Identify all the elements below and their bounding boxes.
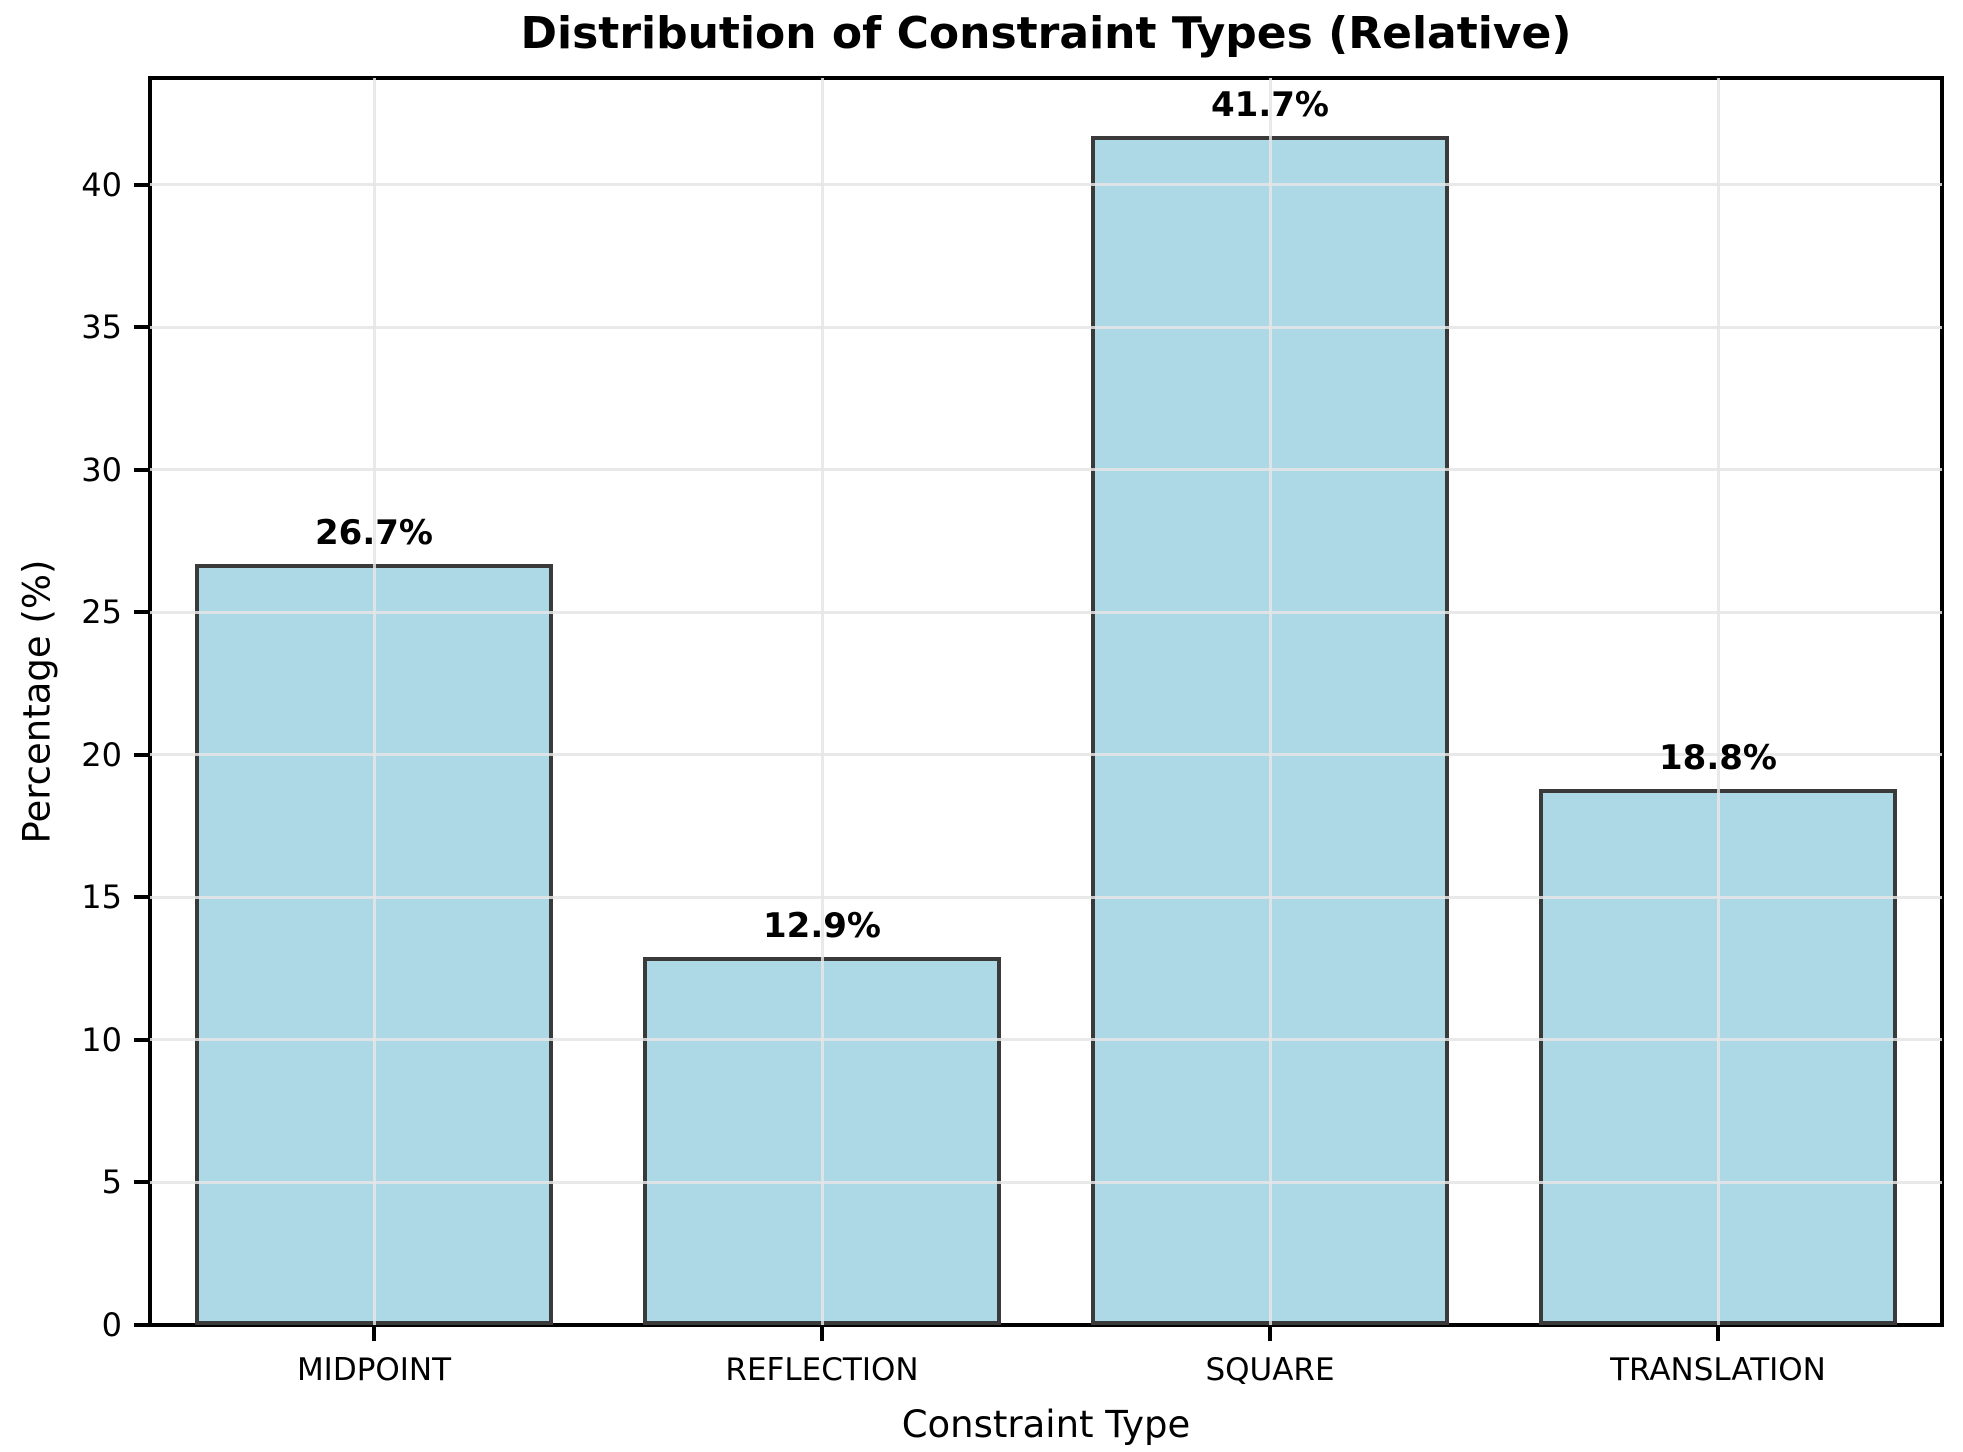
y-tick-mark-15	[134, 895, 148, 900]
x-tick-mark-translation	[1716, 1327, 1720, 1341]
y-tick-label-40: 40	[81, 165, 122, 204]
x-tick-mark-square	[1268, 1327, 1272, 1341]
y-tick-label-35: 35	[81, 308, 122, 347]
x-tick-label-reflection: REFLECTION	[725, 1352, 919, 1388]
y-axis-label-wrap: Percentage (%)	[0, 78, 74, 1325]
y-tick-mark-25	[134, 610, 148, 615]
value-label-midpoint: 26.7%	[315, 512, 433, 553]
y-tick-mark-5	[134, 1180, 148, 1185]
gridline-v-square	[1268, 78, 1272, 1325]
y-tick-label-0: 0	[101, 1306, 122, 1344]
value-label-translation: 18.8%	[1659, 738, 1777, 779]
y-tick-mark-30	[134, 467, 148, 472]
gridline-h-20	[150, 753, 1942, 757]
value-label-square: 41.7%	[1211, 85, 1329, 126]
value-label-reflection: 12.9%	[763, 906, 881, 947]
gridline-h-15	[150, 895, 1942, 899]
x-tick-mark-midpoint	[372, 1327, 376, 1341]
x-tick-label-square: SQUARE	[1205, 1352, 1335, 1388]
chart-title: Distribution of Constraint Types (Relati…	[520, 8, 1572, 59]
x-tick-label-translation: TRANSLATION	[1610, 1352, 1826, 1388]
y-tick-label-5: 5	[101, 1163, 122, 1202]
y-tick-mark-10	[134, 1037, 148, 1042]
y-tick-label-25: 25	[81, 593, 122, 632]
gridline-v-midpoint	[372, 78, 376, 1325]
gridline-h-5	[150, 1180, 1942, 1184]
y-tick-mark-35	[134, 325, 148, 330]
gridline-h-35	[150, 325, 1942, 329]
gridline-h-25	[150, 610, 1942, 614]
y-tick-label-10: 10	[81, 1020, 122, 1059]
x-tick-label-midpoint: MIDPOINT	[296, 1352, 452, 1388]
y-tick-label-30: 30	[81, 450, 122, 489]
gridline-v-translation	[1716, 78, 1720, 1325]
x-tick-mark-reflection	[820, 1327, 824, 1341]
y-tick-mark-40	[134, 182, 148, 187]
gridline-h-40	[150, 183, 1942, 187]
gridline-h-10	[150, 1038, 1942, 1042]
y-tick-mark-0	[134, 1323, 148, 1327]
x-axis-label: Constraint Type	[901, 1403, 1191, 1446]
gridline-h-30	[150, 468, 1942, 472]
gridline-v-reflection	[820, 78, 824, 1325]
y-tick-mark-20	[134, 752, 148, 757]
y-tick-label-15: 15	[81, 878, 122, 917]
y-tick-label-20: 20	[81, 735, 122, 774]
plot-area	[148, 76, 1944, 1327]
